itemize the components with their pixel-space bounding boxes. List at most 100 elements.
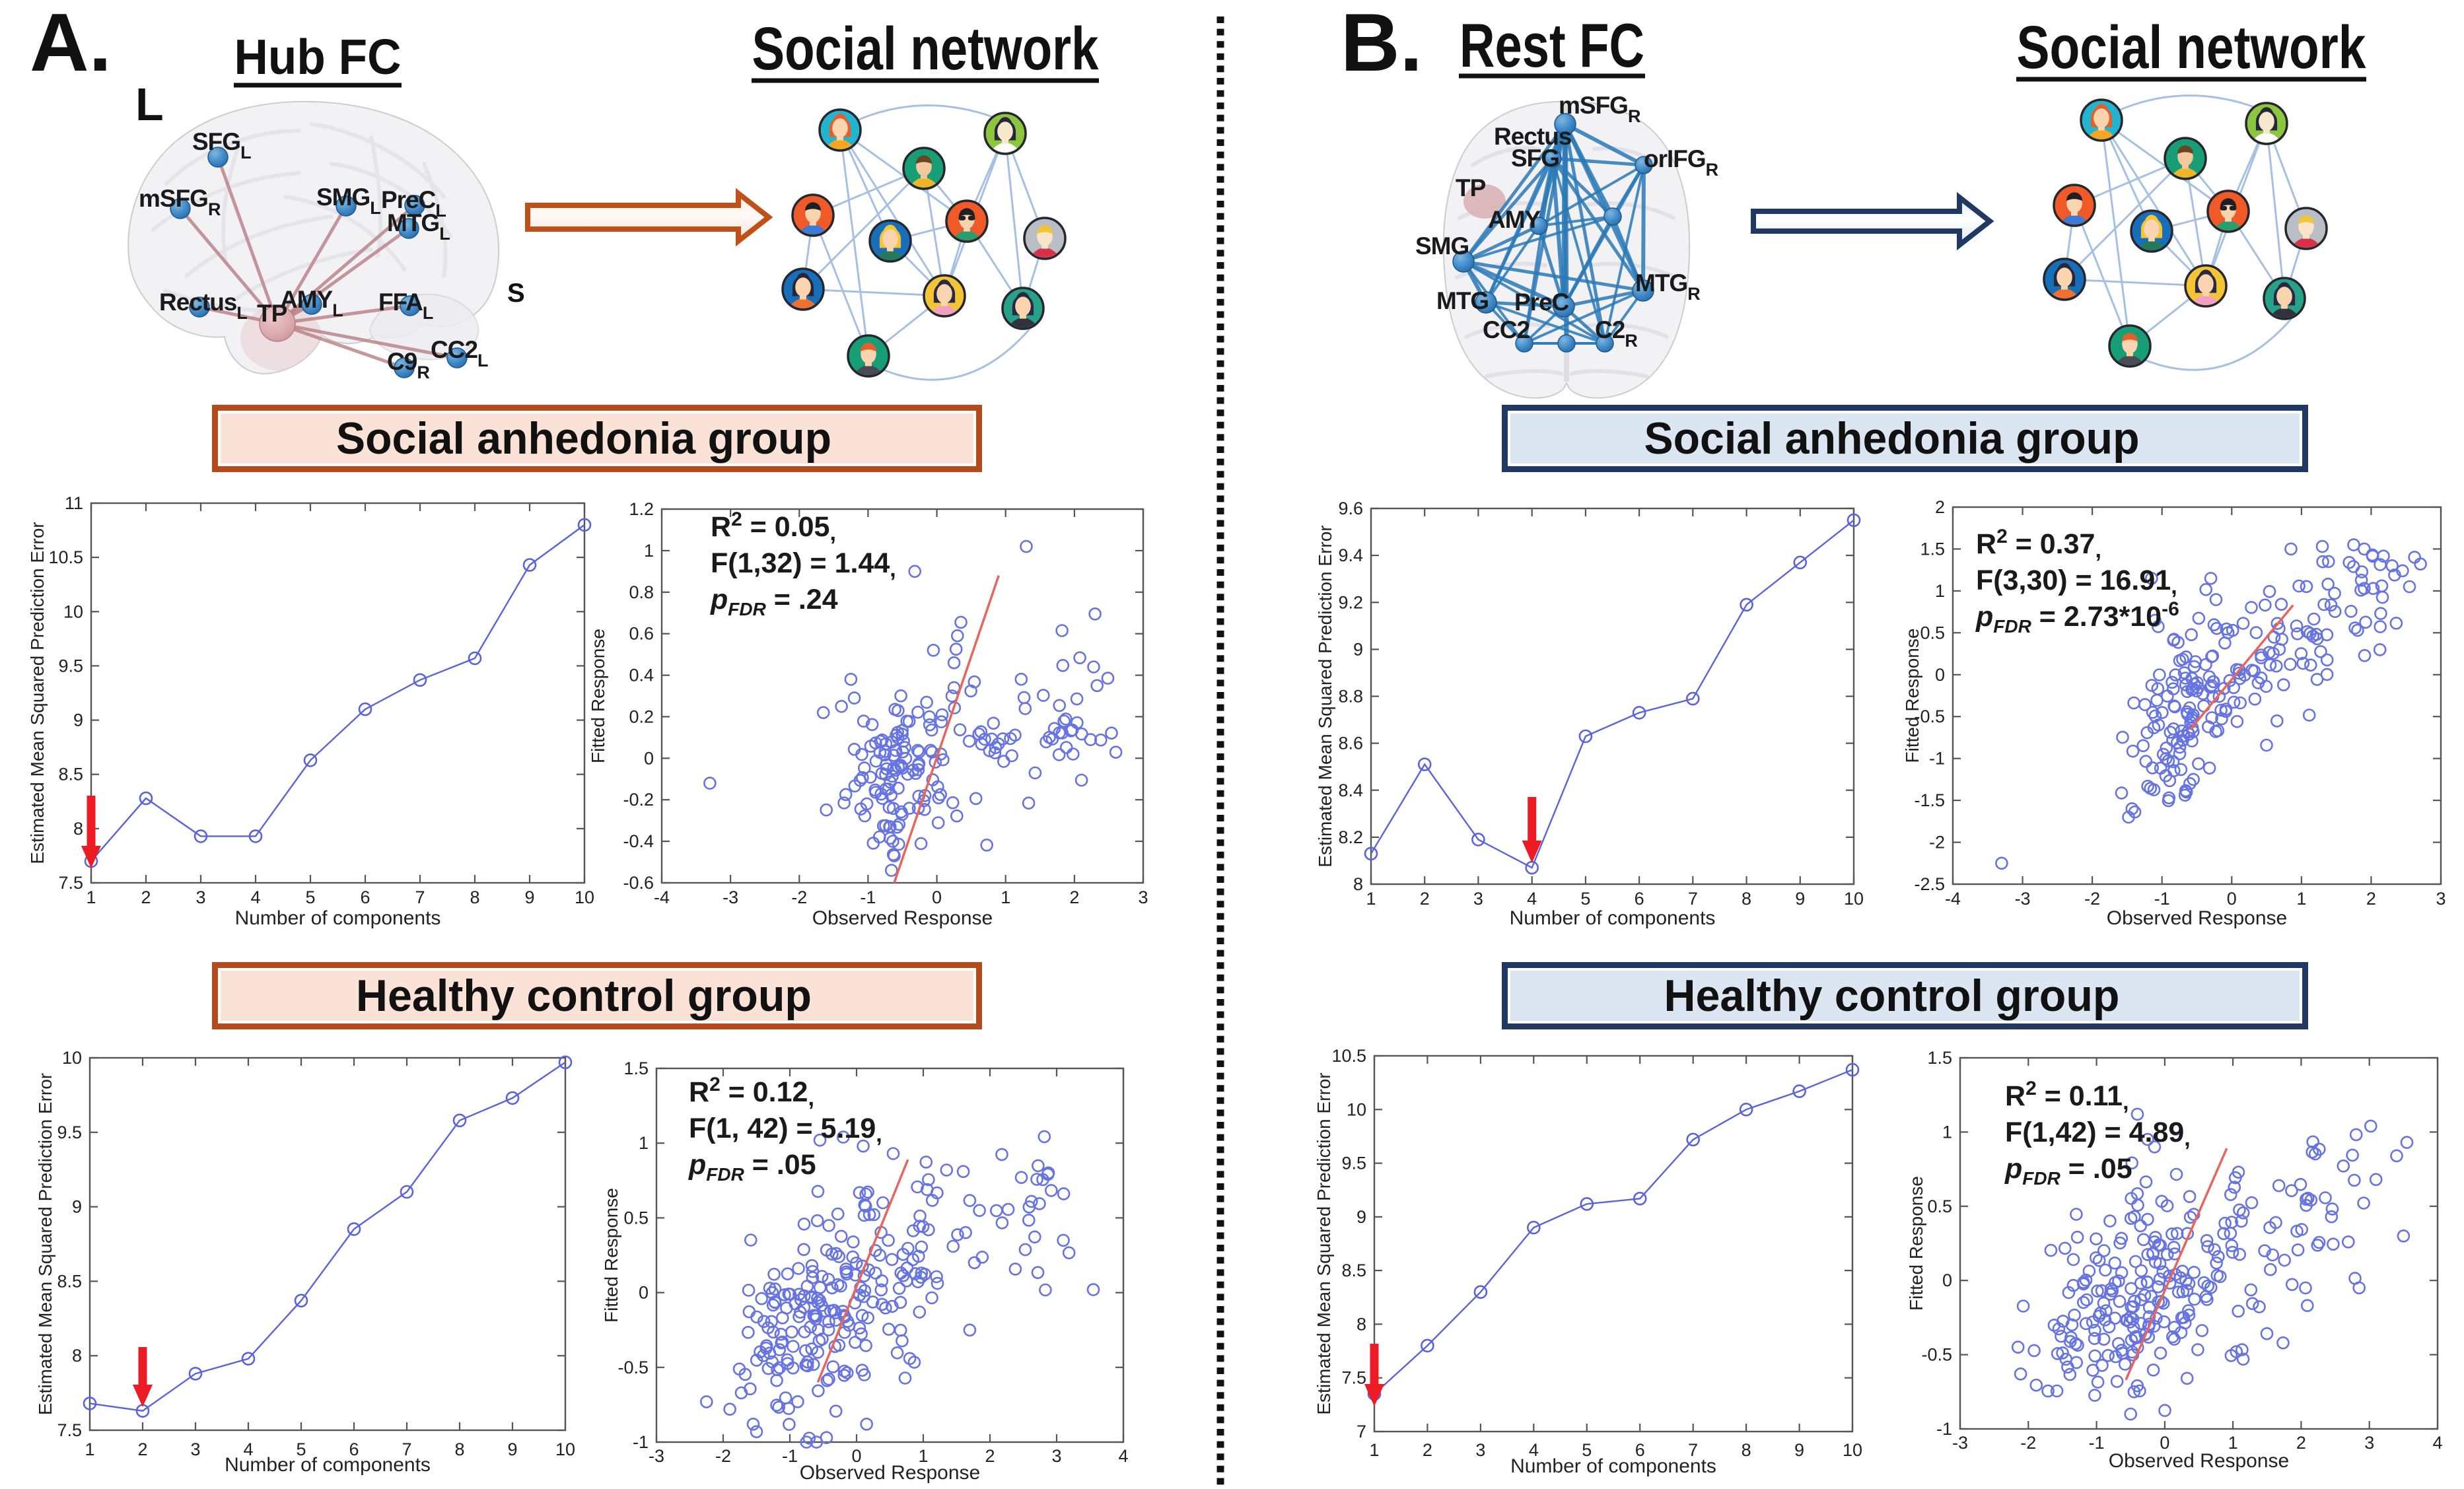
svg-text:1.5: 1.5: [623, 1058, 649, 1078]
svg-text:Fitted Response: Fitted Response: [1902, 629, 1922, 763]
svg-text:10: 10: [575, 887, 594, 907]
svg-text:8: 8: [72, 1346, 82, 1366]
svg-text:SFG: SFG: [1511, 145, 1559, 172]
svg-text:Number of components: Number of components: [1510, 907, 1716, 929]
svg-text:Estimated Mean Squared Predict: Estimated Mean Squared Prediction Error: [1314, 1072, 1334, 1414]
svg-text:10: 10: [1844, 889, 1864, 909]
svg-text:2: 2: [2296, 1433, 2306, 1453]
svg-text:4: 4: [1527, 889, 1537, 909]
svg-text:8: 8: [1742, 1440, 1751, 1460]
svg-text:3: 3: [1475, 1440, 1485, 1460]
svg-text:Rest FC: Rest FC: [1460, 11, 1644, 80]
svg-text:9.5: 9.5: [58, 656, 83, 675]
svg-text:8.5: 8.5: [58, 765, 83, 784]
svg-text:-2: -2: [791, 887, 807, 907]
svg-text:MTG: MTG: [1436, 287, 1489, 314]
svg-text:1: 1: [918, 1446, 928, 1466]
svg-text:8.5: 8.5: [1341, 1261, 1366, 1280]
svg-text:3: 3: [1473, 889, 1483, 909]
svg-text:-0.5: -0.5: [1914, 707, 1945, 726]
svg-text:F(3,30) = 16.91,: F(3,30) = 16.91,: [1976, 565, 2177, 599]
svg-text:9: 9: [73, 710, 83, 730]
svg-text:2: 2: [137, 1439, 147, 1459]
svg-text:1: 1: [644, 541, 654, 561]
svg-text:8: 8: [73, 819, 83, 839]
svg-text:1: 1: [2228, 1433, 2238, 1453]
svg-text:9.6: 9.6: [1338, 499, 1363, 518]
svg-text:8: 8: [1356, 1314, 1366, 1334]
svg-text:1: 1: [1366, 889, 1376, 909]
svg-text:9: 9: [524, 887, 534, 907]
svg-text:Estimated Mean Squared Predict: Estimated Mean Squared Prediction Error: [27, 522, 48, 864]
svg-text:9: 9: [72, 1197, 82, 1217]
svg-text:1.2: 1.2: [629, 499, 654, 519]
svg-text:Social anhedonia group: Social anhedonia group: [336, 413, 831, 464]
svg-text:-3: -3: [2015, 889, 2031, 909]
svg-text:-0.2: -0.2: [623, 790, 654, 810]
svg-text:-4: -4: [654, 887, 670, 907]
svg-text:-1: -1: [1929, 749, 1945, 769]
svg-text:10.5: 10.5: [48, 547, 83, 567]
svg-text:9: 9: [1353, 639, 1363, 659]
svg-text:TP: TP: [257, 300, 287, 327]
svg-text:9.5: 9.5: [57, 1123, 82, 1142]
svg-text:-3: -3: [1952, 1433, 1968, 1453]
svg-text:8.6: 8.6: [1338, 734, 1363, 753]
svg-text:7: 7: [1356, 1422, 1366, 1441]
svg-text:S: S: [507, 279, 525, 308]
svg-text:-0.4: -0.4: [623, 831, 654, 851]
svg-text:2: 2: [1935, 497, 1945, 517]
svg-text:7: 7: [415, 887, 425, 907]
svg-text:0: 0: [1935, 665, 1945, 685]
svg-text:8.8: 8.8: [1338, 687, 1363, 707]
svg-text:-2: -2: [2084, 889, 2100, 909]
svg-text:7: 7: [402, 1439, 411, 1459]
svg-text:pFDR = .24: pFDR = .24: [710, 584, 838, 619]
svg-text:Number of components: Number of components: [1510, 1455, 1716, 1477]
svg-text:5: 5: [1582, 1440, 1592, 1460]
svg-text:L: L: [135, 79, 164, 130]
svg-text:4: 4: [1529, 1440, 1539, 1460]
svg-text:0.4: 0.4: [629, 666, 654, 685]
svg-text:7.5: 7.5: [58, 873, 83, 893]
svg-text:Healthy control group: Healthy control group: [356, 971, 812, 1021]
svg-text:Observed Response: Observed Response: [2107, 907, 2288, 929]
svg-text:1: 1: [2296, 889, 2306, 909]
svg-text:2: 2: [1423, 1440, 1432, 1460]
svg-text:-0.5: -0.5: [1921, 1345, 1952, 1365]
svg-text:CC2: CC2: [1483, 316, 1530, 343]
svg-text:F(1,42) = 4.89,: F(1,42) = 4.89,: [2005, 1117, 2191, 1151]
svg-text:-2: -2: [715, 1446, 731, 1466]
svg-text:8.2: 8.2: [1338, 827, 1363, 847]
svg-text:4: 4: [243, 1439, 253, 1459]
svg-text:Social network: Social network: [2017, 14, 2367, 81]
svg-text:Number of components: Number of components: [235, 907, 441, 929]
svg-text:8: 8: [454, 1439, 464, 1459]
svg-text:10.5: 10.5: [1331, 1046, 1366, 1066]
svg-text:3: 3: [1051, 1446, 1061, 1466]
svg-text:1.5: 1.5: [1920, 539, 1945, 559]
svg-text:10: 10: [1347, 1099, 1366, 1119]
svg-text:R2 = 0.12,: R2 = 0.12,: [689, 1074, 814, 1111]
svg-text:0.5: 0.5: [623, 1208, 649, 1228]
svg-text:8: 8: [1742, 889, 1751, 909]
svg-text:8: 8: [470, 887, 479, 907]
svg-text:2: 2: [141, 887, 151, 907]
svg-text:0: 0: [932, 887, 942, 907]
svg-text:10: 10: [62, 1048, 82, 1068]
svg-text:9: 9: [1795, 889, 1805, 909]
svg-text:0: 0: [2227, 889, 2237, 909]
svg-text:8.4: 8.4: [1338, 780, 1363, 800]
svg-text:2: 2: [1069, 887, 1079, 907]
svg-text:TP: TP: [1456, 174, 1486, 201]
svg-text:A.: A.: [30, 0, 112, 88]
svg-text:1.5: 1.5: [1927, 1048, 1952, 1068]
svg-text:3: 3: [2364, 1433, 2374, 1453]
svg-text:3: 3: [1138, 887, 1148, 907]
svg-text:4: 4: [1118, 1446, 1128, 1466]
svg-text:F(1, 42) = 5.19,: F(1, 42) = 5.19,: [689, 1113, 882, 1147]
svg-text:Observed Response: Observed Response: [800, 1462, 981, 1484]
svg-text:1: 1: [1942, 1122, 1952, 1142]
svg-text:-1: -1: [782, 1446, 798, 1466]
svg-text:0.2: 0.2: [629, 707, 654, 726]
